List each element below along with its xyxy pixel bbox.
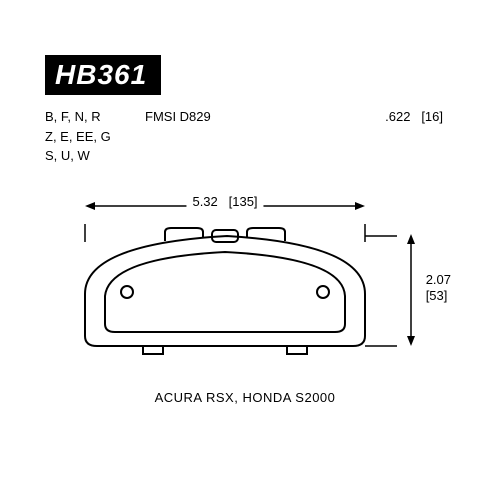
height-label: 2.07 [53]	[426, 270, 451, 308]
fmsi-code: FMSI D829	[145, 107, 275, 166]
spec-sheet: HB361 B, F, N, R Z, E, EE, G S, U, W FMS…	[45, 55, 445, 425]
spec-row: B, F, N, R Z, E, EE, G S, U, W FMSI D829…	[45, 107, 445, 166]
thickness-spec: .622 [16]	[275, 107, 445, 166]
height-mm: [53]	[426, 289, 451, 306]
codes-line: S, U, W	[45, 146, 145, 166]
width-label: 5.32 [135]	[186, 194, 263, 209]
part-number-badge: HB361	[45, 55, 161, 95]
width-dimension: 5.32 [135]	[85, 196, 365, 216]
thickness-mm: [16]	[421, 109, 443, 124]
part-number: HB361	[55, 59, 147, 90]
height-dimension: 2.07 [53]	[405, 234, 445, 344]
height-in: 2.07	[426, 272, 451, 289]
codes-line: B, F, N, R	[45, 107, 145, 127]
width-in: 5.32	[192, 194, 217, 209]
height-arrow	[403, 234, 419, 346]
compound-codes: B, F, N, R Z, E, EE, G S, U, W	[45, 107, 145, 166]
vehicle-fitment: ACURA RSX, HONDA S2000	[45, 390, 445, 405]
codes-line: Z, E, EE, G	[45, 127, 145, 147]
brake-pad-diagram: 5.32 [135]	[45, 196, 445, 376]
thickness-in: .622	[385, 109, 410, 124]
pad-outline	[47, 224, 407, 384]
width-mm: [135]	[229, 194, 258, 209]
